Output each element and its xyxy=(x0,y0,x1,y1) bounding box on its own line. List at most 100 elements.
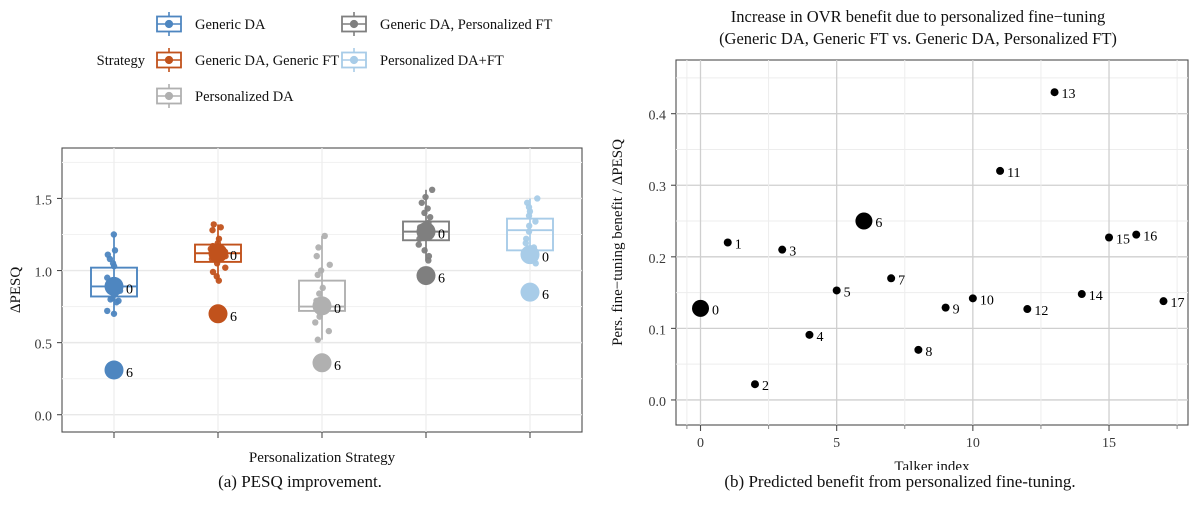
scatter-point[interactable] xyxy=(1132,230,1141,239)
x-axis-b: 0 5 10 15 xyxy=(686,425,1178,451)
legend: Strategy Generic DA Generic DA, Generic FT… xyxy=(97,12,552,108)
highlighted-point[interactable] xyxy=(520,245,540,265)
jitter-point xyxy=(325,327,333,335)
scatter-point-label: 14 xyxy=(1089,289,1103,304)
highlighted-point[interactable] xyxy=(416,222,436,242)
jitter-point xyxy=(209,268,217,276)
legend-title: Strategy xyxy=(97,53,146,69)
highlighted-point[interactable] xyxy=(208,243,228,263)
scatter-point[interactable] xyxy=(1105,233,1114,242)
boxplot-group[interactable]: 06 xyxy=(298,232,346,374)
y-tick-label: 0.1 xyxy=(649,323,667,338)
highlighted-point[interactable] xyxy=(312,296,332,316)
highlighted-point[interactable] xyxy=(208,304,228,324)
scatter-point[interactable] xyxy=(692,299,710,317)
highlighted-point-label: 6 xyxy=(542,288,549,303)
scatter-point[interactable] xyxy=(723,238,732,247)
jitter-point xyxy=(111,247,119,254)
jitter-point xyxy=(217,224,224,231)
x-axis-title-b: Talker index xyxy=(894,459,970,470)
jitter-point xyxy=(421,209,428,217)
scatter-point[interactable] xyxy=(832,286,841,295)
jitter-point xyxy=(321,232,328,240)
jitter-point xyxy=(317,267,325,274)
scatter-point-label: 10 xyxy=(980,293,994,308)
jitter-point xyxy=(315,244,322,251)
caption-b: (b) Predicted benefit from personalized … xyxy=(724,472,1076,491)
scatter-point[interactable] xyxy=(887,274,896,283)
scatter-point[interactable] xyxy=(1050,88,1059,97)
highlighted-point-label: 6 xyxy=(230,310,237,325)
jitter-point xyxy=(107,296,114,303)
scatter-point[interactable] xyxy=(914,345,923,354)
scatter-point[interactable] xyxy=(1023,305,1032,314)
caption-a: (a) PESQ improvement. xyxy=(218,472,382,491)
x-tick-label: 0 xyxy=(697,436,704,451)
boxplot-group[interactable]: 06 xyxy=(90,231,138,381)
jitter-point xyxy=(428,186,436,194)
jitter-point xyxy=(421,247,428,254)
scatter-point-label: 9 xyxy=(953,303,960,318)
scatter-point[interactable] xyxy=(1159,297,1168,306)
jitter-point xyxy=(313,252,320,260)
highlighted-point[interactable] xyxy=(104,360,124,380)
jitter-point xyxy=(104,307,111,315)
scatter-point[interactable] xyxy=(941,303,950,312)
scatter-point[interactable] xyxy=(778,245,787,254)
y-axis-b: 0.0 0.1 0.2 0.3 0.4 xyxy=(649,109,676,410)
scatter-point[interactable] xyxy=(750,380,759,389)
jitter-point xyxy=(314,336,322,343)
scatter-point-label: 2 xyxy=(762,379,769,394)
jitter-point xyxy=(113,299,120,306)
legend-key-point xyxy=(349,55,359,65)
boxplot-group[interactable]: 06 xyxy=(194,221,242,325)
legend-item-label: Generic DA, Personalized FT xyxy=(380,17,552,33)
highlighted-point[interactable] xyxy=(104,276,124,296)
highlighted-point[interactable] xyxy=(312,353,332,373)
legend-item[interactable]: Personalized DA+FT xyxy=(341,48,504,72)
boxplot-group[interactable]: 06 xyxy=(402,186,450,287)
legend-item-label: Generic DA xyxy=(195,17,266,33)
jitter-point xyxy=(312,319,319,326)
scatter-point-label: 5 xyxy=(844,285,851,300)
y-tick-label: 0.4 xyxy=(649,109,667,124)
box-rect xyxy=(90,266,138,298)
scatter-point-label: 1 xyxy=(735,238,742,253)
panel-b-predicted-benefit: Increase in OVR benefit due to personali… xyxy=(600,0,1200,506)
scatter-point-label: 6 xyxy=(875,216,882,231)
scatter-point-label: 0 xyxy=(712,303,719,318)
legend-item[interactable]: Generic DA, Personalized FT xyxy=(341,12,552,36)
jitter-point xyxy=(522,239,529,247)
jitter-point xyxy=(314,271,321,279)
x-tick-label: 5 xyxy=(833,436,840,451)
highlighted-point-label: 0 xyxy=(334,302,341,317)
scatter-point[interactable] xyxy=(996,166,1005,175)
scatter-point-label: 11 xyxy=(1007,166,1020,181)
legend-item[interactable]: Personalized DA xyxy=(156,84,294,108)
y-axis-a: 0.0 0.5 1.0 1.5 xyxy=(35,193,62,425)
panel-b-plot: Increase in OVR benefit due to personali… xyxy=(610,7,1189,470)
jitter-point xyxy=(316,290,323,297)
scatter-point[interactable] xyxy=(855,212,873,230)
y-tick-label: 0.2 xyxy=(649,252,667,267)
y-tick-label: 1.0 xyxy=(35,266,53,281)
scatter-point[interactable] xyxy=(1077,290,1086,299)
jitter-point xyxy=(209,226,216,234)
scatter-point[interactable] xyxy=(968,294,977,303)
grid xyxy=(676,60,1188,425)
legend-item[interactable]: Generic DA xyxy=(156,12,266,36)
y-tick-label: 1.5 xyxy=(35,193,53,208)
legend-item[interactable]: Generic DA, Generic FT xyxy=(156,48,339,72)
panel-a-plot: Strategy Generic DA Generic DA, Generic FT… xyxy=(8,12,583,466)
highlighted-point[interactable] xyxy=(416,266,436,286)
legend-item-label: Personalized DA+FT xyxy=(380,53,504,69)
legend-item-label: Generic DA, Generic FT xyxy=(195,53,339,69)
scatter-point[interactable] xyxy=(805,330,814,339)
scatter-point-label: 3 xyxy=(789,245,796,260)
boxplot-group[interactable]: 06 xyxy=(506,195,554,303)
legend-key-point xyxy=(164,55,174,65)
highlighted-point[interactable] xyxy=(520,282,540,302)
